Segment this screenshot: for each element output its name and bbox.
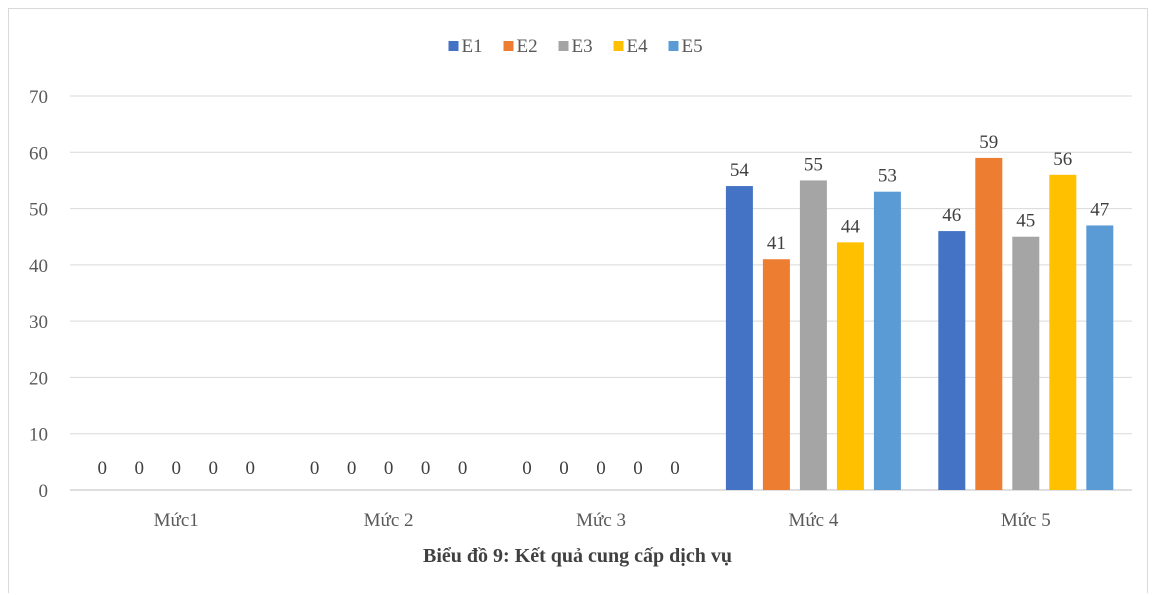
bar (1086, 225, 1114, 490)
y-tick-label: 20 (29, 368, 48, 389)
x-tick-label: Mức1 (154, 510, 199, 531)
data-label: 0 (670, 458, 680, 479)
x-tick-label: Mức 2 (364, 510, 414, 531)
legend-swatch (558, 41, 569, 51)
data-label: 0 (245, 458, 255, 479)
data-label: 59 (979, 132, 998, 153)
data-label: 0 (522, 458, 532, 479)
y-tick-label: 70 (29, 87, 48, 108)
y-tick-label: 0 (39, 481, 49, 502)
bar (762, 259, 790, 490)
bar (725, 186, 753, 491)
data-label: 0 (97, 458, 107, 479)
data-label: 0 (208, 458, 218, 479)
data-label: 53 (878, 166, 897, 187)
y-tick-label: 40 (29, 256, 48, 277)
data-label: 0 (134, 458, 144, 479)
data-label: 45 (1016, 211, 1035, 232)
data-label: 0 (347, 458, 357, 479)
chart-frame (8, 8, 1148, 593)
bar (938, 231, 966, 491)
data-label: 56 (1053, 149, 1072, 170)
data-label: 41 (767, 233, 786, 254)
data-label: 0 (458, 458, 468, 479)
legend-label: E3 (572, 36, 593, 57)
legend-swatch (613, 41, 624, 51)
data-label: 54 (730, 160, 750, 181)
bar (836, 242, 864, 490)
legend-label: E4 (627, 36, 649, 57)
data-label: 0 (559, 458, 569, 479)
legend-swatch (503, 41, 514, 51)
data-label: 0 (171, 458, 181, 479)
x-tick-label: Mức 3 (576, 510, 626, 531)
legend-swatch (448, 41, 459, 51)
data-label: 46 (942, 205, 961, 226)
x-tick-label: Mức 4 (788, 510, 838, 531)
data-label: 47 (1090, 199, 1109, 220)
legend-label: E1 (462, 36, 483, 57)
bar (799, 180, 827, 490)
data-label: 55 (804, 154, 823, 175)
y-tick-label: 30 (29, 312, 48, 333)
y-tick-label: 60 (29, 143, 48, 164)
data-label: 0 (310, 458, 320, 479)
data-label: 44 (841, 216, 861, 237)
x-tick-label: Mức 5 (1001, 510, 1051, 531)
data-label: 0 (384, 458, 394, 479)
legend-label: E2 (517, 36, 538, 57)
legend-label: E5 (682, 36, 703, 57)
data-label: 0 (421, 458, 431, 479)
data-label: 0 (596, 458, 606, 479)
bar (1012, 236, 1040, 490)
bar (975, 157, 1003, 490)
bar (873, 191, 901, 490)
chart-title: Biểu đồ 9: Kết quả cung cấp dịch vụ (423, 545, 732, 567)
y-tick-label: 10 (29, 425, 48, 446)
legend-swatch (668, 41, 679, 51)
y-tick-label: 50 (29, 200, 48, 221)
data-label: 0 (633, 458, 643, 479)
bar (1049, 174, 1077, 491)
